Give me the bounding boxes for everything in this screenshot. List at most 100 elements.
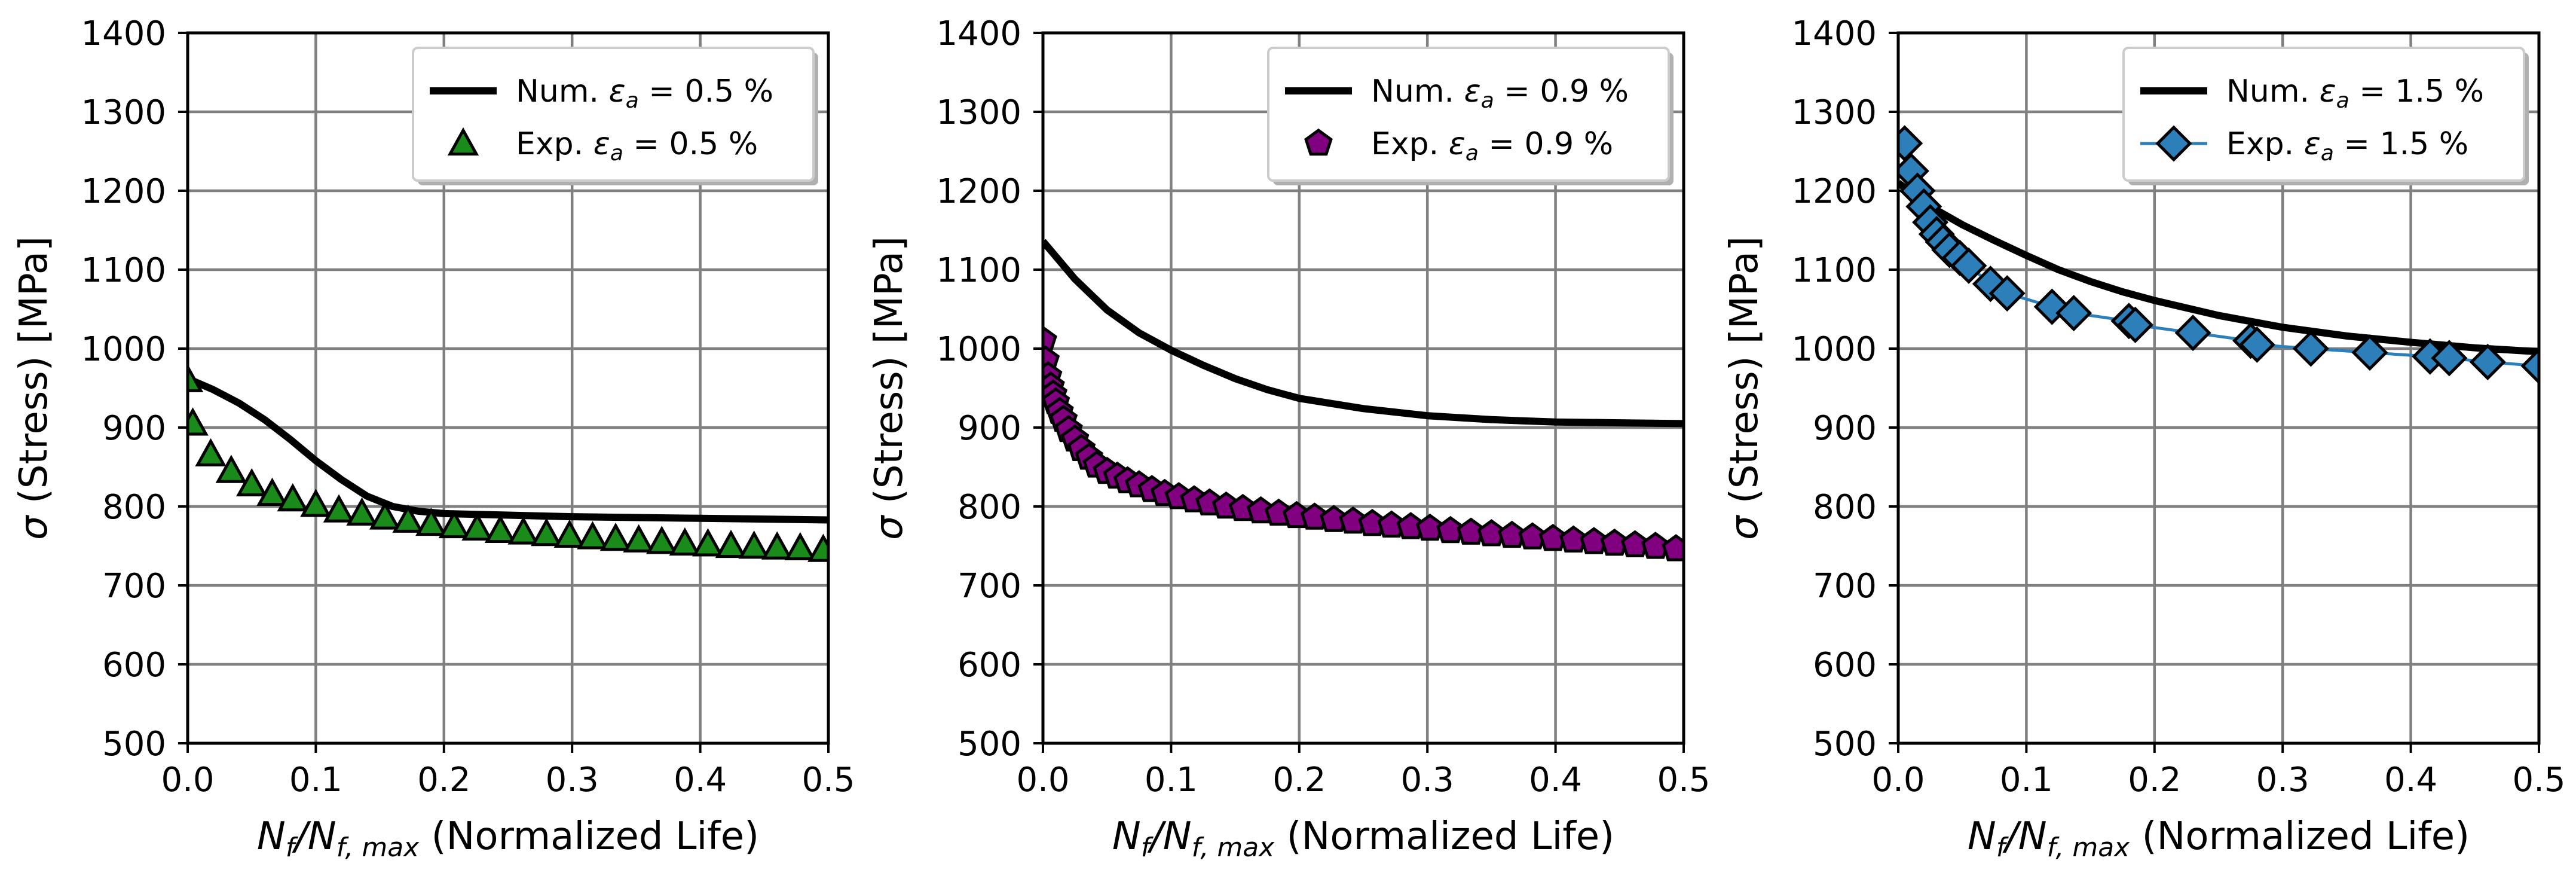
legend-exp-label: Exp. εa = 0.9 % xyxy=(1371,126,1613,166)
y-tick-label: 1100 xyxy=(81,251,166,290)
chart-panel-left: 0.0 0.1 0.2 0.3 0.4 0.5 500 600 700 800 900 1000 110… xyxy=(12,14,855,863)
y-tick-label: 700 xyxy=(1813,567,1877,606)
series-exp-point xyxy=(1898,125,1923,162)
series-exp-point xyxy=(215,454,247,483)
legend-num-label: Num. εa = 1.5 % xyxy=(2226,74,2484,113)
series-exp-point xyxy=(415,507,447,536)
y-tick-label: 600 xyxy=(102,646,166,685)
series-exp-point xyxy=(784,532,816,561)
series-num-line xyxy=(1043,239,1684,428)
x-tick-label: 0.3 xyxy=(546,761,599,799)
x-axis-label: Nf/Nf, max (Normalized Life) xyxy=(257,814,759,863)
axes-frame xyxy=(1041,31,1685,745)
y-tick-label: 500 xyxy=(102,725,166,764)
series-exp-point xyxy=(2520,347,2539,384)
y-tick-label: 1000 xyxy=(936,330,1021,369)
legend: Num. εa = 0.5 % Exp. εa = 0.5 % xyxy=(412,47,818,185)
y-tick-label: 700 xyxy=(957,567,1021,606)
x-tick-label: 0.5 xyxy=(801,761,855,799)
series-exp-point xyxy=(1662,534,1684,561)
legend: Num. εa = 1.5 % Exp. εa = 1.5 % xyxy=(2122,47,2529,185)
series-exp-point xyxy=(277,483,309,512)
series-exp-point xyxy=(484,514,516,544)
series-exp-point xyxy=(807,533,828,562)
series-exp-point xyxy=(1043,325,1057,353)
x-tick-label: 0.4 xyxy=(674,761,727,799)
plot-area xyxy=(188,364,828,562)
series-exp-point xyxy=(2174,315,2211,352)
x-tick-label: 0.0 xyxy=(161,761,214,799)
series-num-line xyxy=(188,375,828,524)
series-exp-point xyxy=(531,518,562,547)
series-exp-point xyxy=(646,526,678,554)
series-exp-point xyxy=(346,497,378,526)
x-tick-label: 0.1 xyxy=(289,761,342,799)
x-tick-label: 0.2 xyxy=(2128,761,2181,799)
series-exp-point xyxy=(195,438,227,466)
x-axis-label: Nf/Nf, max (Normalized Life) xyxy=(1112,814,1614,863)
y-tick-label: 1400 xyxy=(1791,14,1877,53)
axes-frame xyxy=(1896,31,2541,745)
series-exp-point xyxy=(438,509,470,539)
series-exp-point xyxy=(577,521,608,550)
plot-area xyxy=(1898,125,2539,384)
series-exp-point xyxy=(553,519,586,548)
y-tick-label: 1100 xyxy=(936,251,1021,290)
series-exp-point xyxy=(507,516,539,545)
series-exp-point xyxy=(669,527,701,556)
y-tick-label: 1200 xyxy=(1791,172,1877,211)
y-tick-label: 1300 xyxy=(81,93,166,132)
y-tick-label: 1200 xyxy=(936,172,1021,211)
y-tick-label: 600 xyxy=(1813,646,1877,685)
y-tick-label: 800 xyxy=(102,488,166,527)
series-exp-point xyxy=(1415,513,1445,541)
series-exp-point xyxy=(2351,334,2388,371)
series-exp-point xyxy=(599,522,632,551)
series-exp-point xyxy=(715,529,747,558)
legend-num-label: Num. εa = 0.5 % xyxy=(516,74,773,113)
y-tick-label: 1400 xyxy=(81,14,166,53)
series-exp-point xyxy=(369,501,401,530)
x-tick-label: 0.0 xyxy=(1016,761,1069,799)
legend-box xyxy=(1267,47,1670,182)
series-exp-point xyxy=(2431,340,2468,377)
series-exp-point xyxy=(692,528,724,557)
y-tick-label: 500 xyxy=(1813,725,1877,764)
y-tick-label: 700 xyxy=(102,567,166,606)
series-exp-point xyxy=(188,364,204,392)
legend-box xyxy=(412,47,815,182)
series-exp-point xyxy=(738,530,770,559)
x-tick-label: 0.0 xyxy=(1871,761,1925,799)
series-exp-point xyxy=(2292,330,2329,367)
series-exp-point xyxy=(623,524,654,553)
y-tick-label: 1300 xyxy=(1791,93,1877,132)
y-tick-label: 1000 xyxy=(81,330,166,369)
y-tick-label: 800 xyxy=(957,488,1021,527)
y-tick-label: 900 xyxy=(957,409,1021,448)
series-exp-point xyxy=(256,477,288,506)
plot-area xyxy=(1043,239,1684,561)
axes-frame xyxy=(186,31,830,745)
legend-exp-swatch xyxy=(1304,128,1333,156)
series-exp-point xyxy=(188,407,209,436)
legend-exp-label: Exp. εa = 0.5 % xyxy=(516,126,758,166)
series-exp-point xyxy=(392,504,424,533)
series-exp-point xyxy=(461,512,493,541)
x-tick-label: 0.1 xyxy=(1145,761,1198,799)
x-axis-label: Nf/Nf, max (Normalized Life) xyxy=(1968,814,2470,863)
legend: Num. εa = 0.9 % Exp. εa = 0.9 % xyxy=(1267,47,1674,185)
y-tick-label: 900 xyxy=(102,409,166,448)
series-exp-point xyxy=(2055,295,2092,332)
y-tick-label: 1400 xyxy=(936,14,1021,53)
y-tick-label: 600 xyxy=(957,646,1021,685)
x-tick-label: 0.1 xyxy=(2000,761,2053,799)
series-exp-point xyxy=(1641,532,1670,559)
x-tick-label: 0.2 xyxy=(1272,761,1326,799)
series-exp-point xyxy=(2117,306,2154,343)
chart-panel-middle: 0.0 0.1 0.2 0.3 0.4 0.5 500 600 700 800 900 1000 110… xyxy=(867,14,1711,863)
y-tick-label: 900 xyxy=(1813,409,1877,448)
chart-panel-right: 0.0 0.1 0.2 0.3 0.4 0.5 500 600 700 800 900 1000 110… xyxy=(1723,14,2566,863)
series-num-line xyxy=(1898,179,2539,356)
y-tick-label: 1000 xyxy=(1791,330,1877,369)
